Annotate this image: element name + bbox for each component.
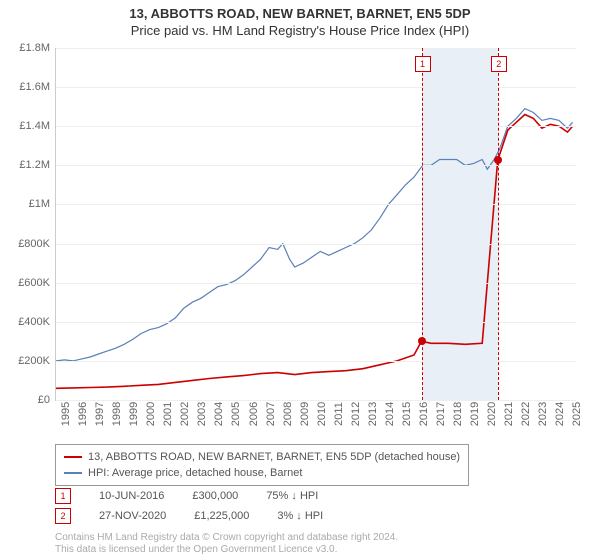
x-axis-label: 2017 bbox=[431, 402, 447, 426]
x-axis-label: 2013 bbox=[363, 402, 379, 426]
sale-price: £1,225,000 bbox=[194, 510, 249, 522]
x-axis-label: 2002 bbox=[175, 402, 191, 426]
x-axis-label: 2003 bbox=[192, 402, 208, 426]
legend-item: HPI: Average price, detached house, Barn… bbox=[64, 465, 460, 481]
x-axis-label: 2006 bbox=[244, 402, 260, 426]
y-axis-label: £0 bbox=[38, 394, 56, 406]
sale-marker-line bbox=[498, 48, 499, 400]
y-axis-label: £1.2M bbox=[19, 159, 56, 171]
sale-marker-dot bbox=[418, 337, 426, 345]
x-axis-label: 1997 bbox=[90, 402, 106, 426]
x-axis-label: 2005 bbox=[226, 402, 242, 426]
sale-marker-dot bbox=[494, 156, 502, 164]
sale-delta: 75% ↓ HPI bbox=[266, 490, 318, 502]
sales-row: 1 10-JUN-2016 £300,000 75% ↓ HPI bbox=[55, 488, 323, 504]
x-axis-label: 2015 bbox=[397, 402, 413, 426]
series-price-paid bbox=[56, 115, 573, 389]
legend-label: HPI: Average price, detached house, Barn… bbox=[88, 465, 302, 481]
x-axis-label: 2000 bbox=[141, 402, 157, 426]
x-axis-label: 1999 bbox=[124, 402, 140, 426]
legend-item: 13, ABBOTTS ROAD, NEW BARNET, BARNET, EN… bbox=[64, 449, 460, 465]
legend-swatch bbox=[64, 456, 82, 458]
sales-table: 1 10-JUN-2016 £300,000 75% ↓ HPI 2 27-NO… bbox=[55, 488, 323, 528]
series-hpi bbox=[56, 109, 573, 361]
x-axis-label: 2007 bbox=[261, 402, 277, 426]
x-axis-label: 2004 bbox=[209, 402, 225, 426]
y-axis-label: £1M bbox=[29, 198, 56, 210]
x-axis-label: 1996 bbox=[73, 402, 89, 426]
sale-marker-line bbox=[422, 48, 423, 400]
sale-price: £300,000 bbox=[192, 490, 238, 502]
y-axis-label: £1.6M bbox=[19, 81, 56, 93]
y-axis-label: £1.8M bbox=[19, 42, 56, 54]
legend-swatch bbox=[64, 472, 82, 474]
sale-marker-box: 2 bbox=[491, 56, 507, 72]
y-axis-label: £800K bbox=[18, 238, 56, 250]
x-axis-label: 2014 bbox=[380, 402, 396, 426]
chart-container: 13, ABBOTTS ROAD, NEW BARNET, BARNET, EN… bbox=[0, 0, 600, 560]
x-axis-label: 2019 bbox=[465, 402, 481, 426]
y-axis-label: £400K bbox=[18, 316, 56, 328]
legend-label: 13, ABBOTTS ROAD, NEW BARNET, BARNET, EN… bbox=[88, 449, 460, 465]
x-axis-label: 2012 bbox=[346, 402, 362, 426]
x-axis-label: 2018 bbox=[448, 402, 464, 426]
x-axis-label: 2025 bbox=[567, 402, 583, 426]
sale-marker-box: 1 bbox=[415, 56, 431, 72]
x-axis-label: 2020 bbox=[482, 402, 498, 426]
x-axis-label: 2023 bbox=[533, 402, 549, 426]
footer-line: This data is licensed under the Open Gov… bbox=[55, 544, 398, 556]
x-axis-label: 2024 bbox=[550, 402, 566, 426]
x-axis-label: 2011 bbox=[329, 402, 345, 426]
chart-subtitle: Price paid vs. HM Land Registry's House … bbox=[0, 21, 600, 38]
x-axis-label: 2022 bbox=[516, 402, 532, 426]
chart-title: 13, ABBOTTS ROAD, NEW BARNET, BARNET, EN… bbox=[0, 0, 600, 21]
x-axis-label: 2010 bbox=[312, 402, 328, 426]
x-axis-label: 2016 bbox=[414, 402, 430, 426]
legend: 13, ABBOTTS ROAD, NEW BARNET, BARNET, EN… bbox=[55, 444, 469, 486]
x-axis-label: 1998 bbox=[107, 402, 123, 426]
y-axis-label: £600K bbox=[18, 277, 56, 289]
sales-row: 2 27-NOV-2020 £1,225,000 3% ↓ HPI bbox=[55, 508, 323, 524]
sale-marker-icon: 2 bbox=[55, 508, 71, 524]
plot-area: £0£200K£400K£600K£800K£1M£1.2M£1.4M£1.6M… bbox=[55, 48, 576, 401]
sale-date: 10-JUN-2016 bbox=[99, 490, 164, 502]
x-axis-label: 1995 bbox=[56, 402, 72, 426]
x-axis-label: 2001 bbox=[158, 402, 174, 426]
x-axis-label: 2009 bbox=[295, 402, 311, 426]
x-axis-label: 2008 bbox=[278, 402, 294, 426]
footer-attribution: Contains HM Land Registry data © Crown c… bbox=[55, 532, 398, 556]
footer-line: Contains HM Land Registry data © Crown c… bbox=[55, 532, 398, 544]
sale-delta: 3% ↓ HPI bbox=[277, 510, 323, 522]
sale-date: 27-NOV-2020 bbox=[99, 510, 166, 522]
y-axis-label: £200K bbox=[18, 355, 56, 367]
sale-marker-icon: 1 bbox=[55, 488, 71, 504]
x-axis-label: 2021 bbox=[499, 402, 515, 426]
y-axis-label: £1.4M bbox=[19, 120, 56, 132]
